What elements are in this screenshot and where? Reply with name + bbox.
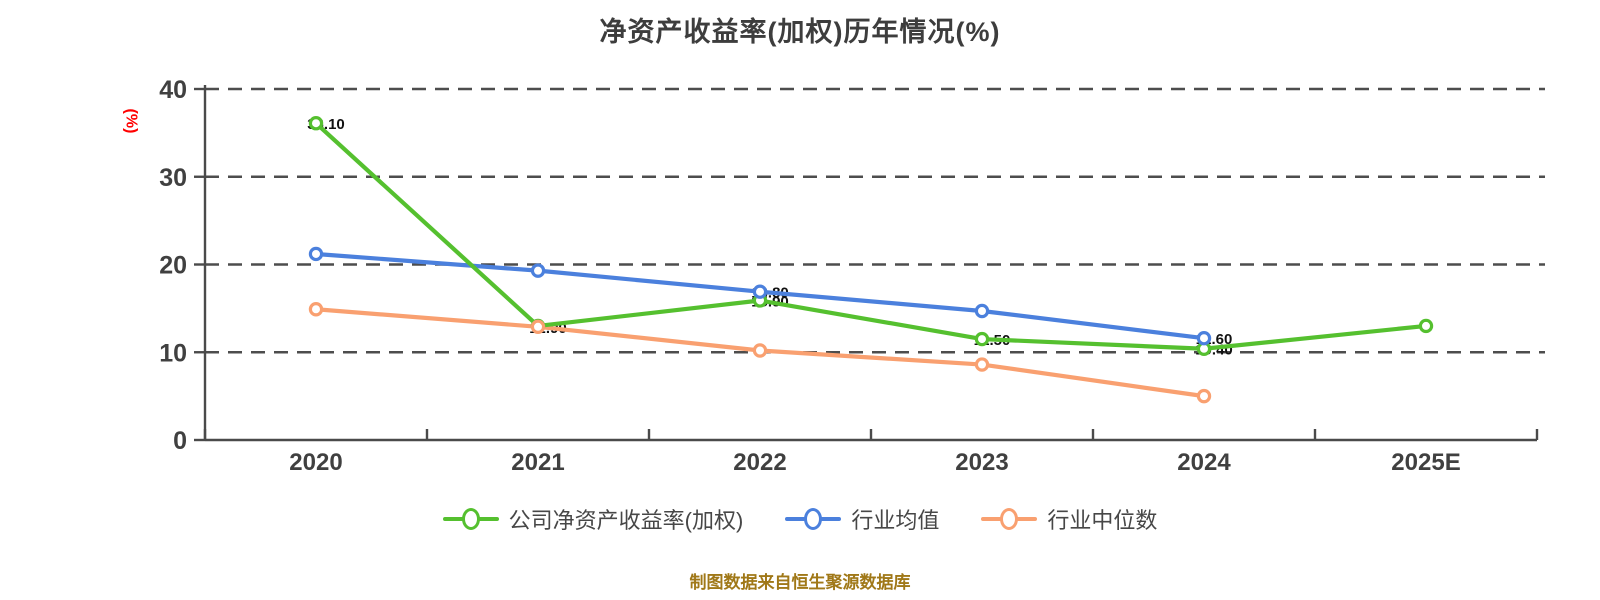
x-tick-label-2020: 2020: [289, 449, 342, 476]
company-series-swatch: [442, 508, 499, 530]
x-tick-label-2023: 2023: [955, 449, 1008, 476]
marker-s1-2024: [1196, 331, 1212, 346]
legend-label-industry-median: 行业中位数: [1047, 508, 1158, 533]
x-tick-label-2021: 2021: [511, 449, 564, 476]
x-tick-label-2022: 2022: [733, 449, 786, 476]
marker-s2-2024: [1196, 388, 1212, 404]
industry-median-series-swatch: [981, 508, 1038, 530]
legend-item-company[interactable]: 公司净资产收益率(加权): [442, 503, 744, 535]
x-tick-label-2025E: 2025E: [1391, 449, 1460, 476]
legend-label-company: 公司净资产收益率(加权): [508, 508, 744, 533]
marker-s2-2023: [974, 357, 990, 372]
industry-mean-series-swatch: [785, 508, 842, 530]
legend-item-industry-mean[interactable]: 行业均值: [785, 503, 939, 535]
marker-s1-2022: [752, 284, 768, 299]
industry-mean-marker-icon: [804, 508, 823, 530]
data-source-note: 制图数据来自恒生聚源数据库: [689, 573, 911, 592]
marker-s1-2021: [530, 263, 546, 278]
industry-median-marker-icon: [1000, 508, 1019, 530]
y-tick-label-20: 20: [159, 252, 187, 280]
y-tick-label-0: 0: [173, 427, 187, 455]
marker-s2-2020: [308, 302, 324, 317]
legend-item-industry-median[interactable]: 行业中位数: [981, 503, 1157, 535]
legend-label-industry-mean: 行业均值: [851, 508, 940, 533]
company-marker-icon: [461, 508, 480, 530]
marker-s1-2020: [308, 246, 324, 262]
y-tick-label-30: 30: [159, 164, 187, 192]
y-tick-label-10: 10: [159, 339, 187, 367]
chart-legend: 公司净资产收益率(加权) 行业均值 行业中位数: [0, 503, 1600, 535]
series-line-0: [313, 121, 1429, 351]
chart-title: 净资产收益率(加权)历年情况(%): [599, 17, 1001, 47]
marker-s0-2020: [308, 116, 324, 131]
marker-s1-2023: [974, 303, 990, 319]
marker-s0-2023: [974, 331, 990, 347]
x-tick-label-2024: 2024: [1177, 449, 1231, 476]
marker-s2-2021: [530, 319, 546, 335]
marker-s2-2022: [752, 343, 768, 358]
marker-s0-2025E: [1418, 318, 1434, 334]
y-tick-label-40: 40: [159, 76, 187, 104]
